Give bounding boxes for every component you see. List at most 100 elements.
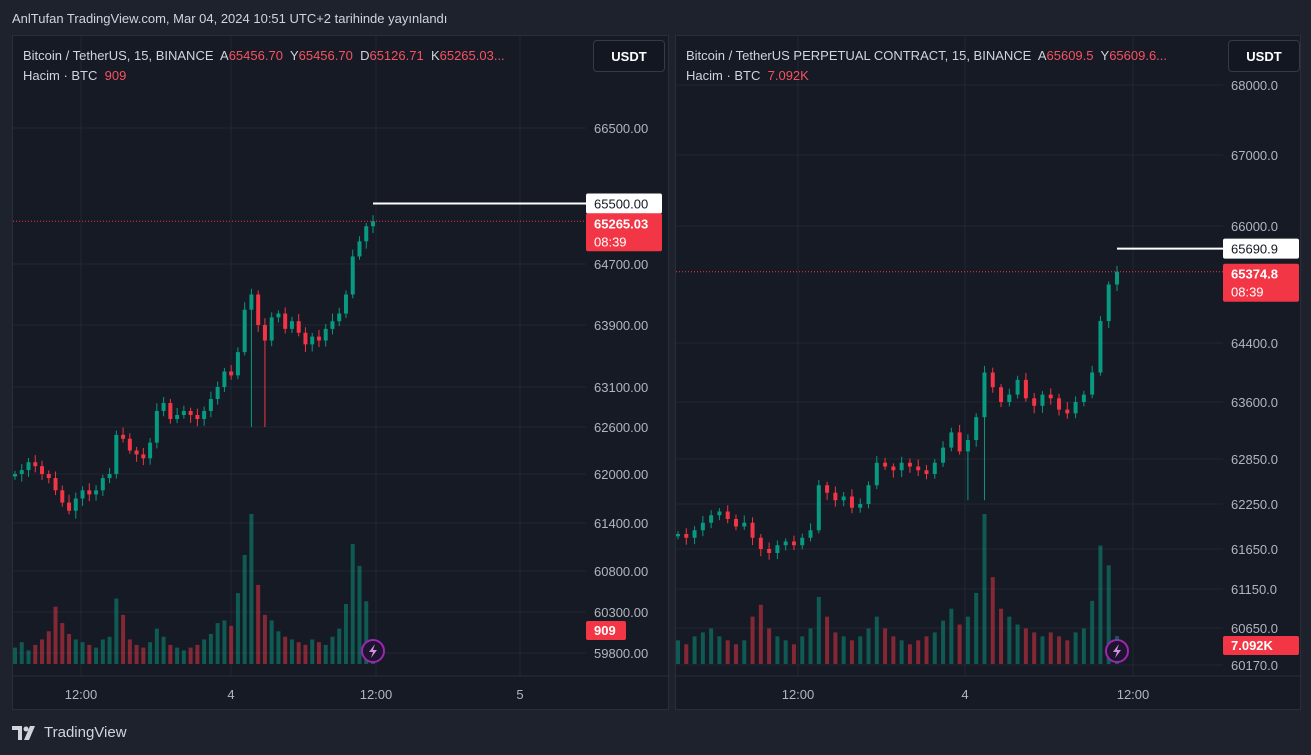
volume-bar bbox=[181, 650, 186, 664]
candle-body bbox=[202, 411, 207, 419]
currency-button[interactable]: USDT bbox=[1228, 40, 1300, 72]
volume-bar bbox=[141, 647, 146, 664]
candle-body bbox=[73, 498, 78, 511]
lightning-icon[interactable] bbox=[361, 639, 385, 663]
open-prefix: A bbox=[1037, 48, 1047, 63]
last-volume-label: 7.092K bbox=[1231, 638, 1274, 653]
open-prefix: A bbox=[220, 48, 229, 63]
volume-bar bbox=[357, 565, 362, 664]
volume-bar bbox=[767, 628, 772, 664]
candle-body bbox=[957, 432, 962, 452]
candle-body bbox=[283, 313, 288, 329]
volume-bar bbox=[364, 601, 369, 664]
candle-body bbox=[94, 490, 99, 495]
high-prefix: Y bbox=[289, 48, 299, 63]
candle-body bbox=[1106, 284, 1111, 322]
candle-body bbox=[161, 403, 166, 411]
chart-canvas[interactable]: 68000.0 67000.0 66000.0 64400.0 63600.0 62850… bbox=[676, 36, 1302, 711]
candle-body bbox=[229, 371, 234, 376]
volume-bar bbox=[222, 620, 227, 664]
x-tick-label: 4 bbox=[961, 687, 968, 702]
candle-body bbox=[858, 504, 863, 508]
y-tick-label: 66500.00 bbox=[594, 121, 648, 136]
volume-bar bbox=[60, 623, 65, 664]
volume-bar bbox=[941, 620, 946, 664]
candle-body bbox=[899, 462, 904, 471]
candle-body bbox=[13, 474, 17, 477]
y-tick-label: 63600.0 bbox=[1231, 395, 1278, 410]
candle-body bbox=[1098, 321, 1103, 373]
chart-pane-perpetual[interactable]: 68000.0 67000.0 66000.0 64400.0 63600.0 62850… bbox=[675, 35, 1302, 711]
volume-bar bbox=[303, 644, 308, 664]
currency-button[interactable]: USDT bbox=[593, 40, 665, 72]
high-price-badge bbox=[586, 193, 662, 214]
candle-body bbox=[684, 534, 689, 538]
candle-body bbox=[80, 490, 85, 499]
chart-legend: Bitcoin / TetherUS, 15, BINANCE A 65456.7… bbox=[23, 46, 505, 86]
close-prefix: K bbox=[430, 48, 440, 63]
chart-canvas[interactable]: 66500.00 64700.00 63900.00 63100.00 62600.00… bbox=[13, 36, 670, 711]
volume-bar bbox=[700, 632, 705, 664]
candle-body bbox=[941, 447, 946, 463]
volume-bar bbox=[709, 628, 714, 664]
volume-bar bbox=[692, 636, 697, 664]
y-tick-label: 62250.0 bbox=[1231, 497, 1278, 512]
volume-bar bbox=[208, 634, 213, 664]
volume-bar bbox=[283, 636, 288, 664]
volume-bar bbox=[1015, 624, 1020, 664]
volume-bar bbox=[800, 636, 805, 664]
candle-body bbox=[296, 321, 301, 333]
volume-bar bbox=[154, 628, 159, 664]
volume-label[interactable]: Hacim · BTC bbox=[23, 68, 98, 83]
high-value: 65609.6... bbox=[1109, 48, 1168, 63]
y-tick-label: 66000.0 bbox=[1231, 219, 1278, 234]
candle-body bbox=[310, 336, 315, 345]
volume-bar bbox=[916, 640, 921, 664]
footer-brand[interactable]: TradingView bbox=[12, 724, 127, 741]
volume-bar bbox=[1032, 632, 1037, 664]
candle-body bbox=[316, 336, 321, 341]
candle-body bbox=[974, 417, 979, 440]
candle-body bbox=[337, 313, 342, 322]
volume-bar bbox=[188, 647, 193, 664]
y-tick-label: 60300.00 bbox=[594, 605, 648, 620]
volume-bar bbox=[94, 647, 99, 664]
volume-bar bbox=[733, 644, 738, 664]
volume-bar bbox=[323, 644, 328, 664]
high-value: 65456.70 bbox=[298, 48, 353, 63]
x-tick-label: 12:00 bbox=[782, 687, 815, 702]
volume-bar bbox=[866, 628, 871, 664]
volume-bar bbox=[907, 644, 912, 664]
candle-body bbox=[990, 372, 995, 388]
volume-label[interactable]: Hacim · BTC bbox=[686, 68, 761, 83]
volume-bar bbox=[775, 636, 780, 664]
candle-body bbox=[758, 537, 763, 549]
candle-body bbox=[833, 492, 838, 501]
candle-body bbox=[1032, 398, 1037, 406]
chart-pane-spot[interactable]: 66500.00 64700.00 63900.00 63100.00 62600.00… bbox=[12, 35, 670, 711]
candle-body bbox=[733, 519, 738, 527]
candle-body bbox=[181, 411, 186, 415]
last-price-badge bbox=[1223, 263, 1299, 302]
volume-bar bbox=[316, 642, 321, 664]
candle-body bbox=[148, 442, 153, 459]
candle-body bbox=[783, 541, 788, 546]
candle-body bbox=[371, 221, 375, 227]
candle-body bbox=[357, 241, 362, 257]
symbol-label[interactable]: Bitcoin / TetherUS, 15, BINANCE bbox=[23, 48, 214, 63]
lightning-icon[interactable] bbox=[1105, 639, 1129, 663]
volume-bar bbox=[982, 514, 987, 664]
candle-body bbox=[195, 415, 200, 419]
volume-bar bbox=[161, 636, 166, 664]
volume-bar bbox=[262, 614, 267, 664]
candle-body bbox=[60, 490, 65, 503]
candle-body bbox=[235, 352, 240, 376]
candle-body bbox=[53, 478, 58, 491]
volume-bar bbox=[1007, 616, 1012, 664]
volume-bar bbox=[310, 639, 315, 664]
symbol-label[interactable]: Bitcoin / TetherUS PERPETUAL CONTRACT, 1… bbox=[686, 48, 1032, 63]
candle-body bbox=[791, 541, 796, 546]
volume-bar bbox=[758, 604, 763, 664]
candle-body bbox=[1090, 372, 1095, 395]
volume-bar bbox=[849, 640, 854, 664]
